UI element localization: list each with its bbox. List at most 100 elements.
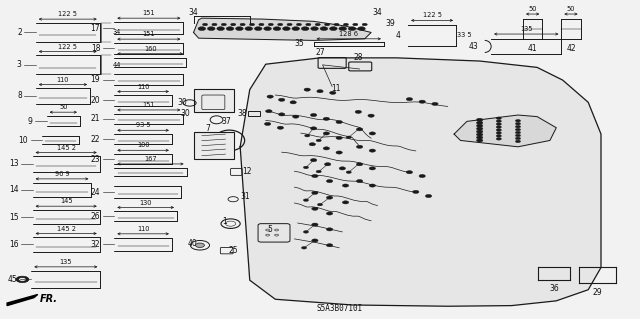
Text: 34: 34 [189, 8, 198, 17]
Circle shape [476, 124, 483, 127]
Circle shape [476, 121, 483, 124]
Text: 145 2: 145 2 [57, 145, 76, 151]
Text: 130: 130 [140, 200, 152, 205]
Text: 29: 29 [593, 288, 603, 297]
Text: B: B [198, 133, 205, 143]
Circle shape [290, 101, 296, 104]
Text: 25: 25 [228, 246, 238, 255]
Circle shape [336, 151, 342, 154]
Circle shape [198, 27, 205, 31]
Circle shape [344, 23, 348, 26]
Circle shape [320, 27, 328, 31]
Circle shape [324, 23, 330, 26]
Text: 110: 110 [137, 226, 149, 232]
Circle shape [312, 191, 318, 195]
Polygon shape [7, 294, 38, 306]
Text: 31: 31 [241, 192, 250, 202]
Circle shape [353, 23, 358, 26]
Text: 33: 33 [218, 137, 228, 146]
Circle shape [311, 27, 318, 31]
Circle shape [259, 23, 264, 26]
Text: 96 9: 96 9 [54, 171, 69, 177]
Bar [248, 111, 260, 116]
Circle shape [202, 23, 207, 26]
Text: 145: 145 [60, 198, 72, 204]
Circle shape [515, 137, 520, 140]
Circle shape [306, 23, 311, 26]
Polygon shape [454, 115, 556, 147]
Text: 28: 28 [353, 53, 363, 62]
Circle shape [336, 121, 342, 123]
Circle shape [496, 129, 501, 131]
Text: 9: 9 [28, 116, 33, 126]
Circle shape [310, 127, 317, 130]
Text: 18: 18 [91, 44, 100, 53]
Text: 21: 21 [91, 114, 100, 123]
Text: 15: 15 [9, 213, 19, 222]
Text: 8: 8 [17, 92, 22, 100]
Circle shape [323, 117, 330, 121]
Circle shape [330, 91, 336, 94]
Circle shape [515, 140, 520, 143]
Circle shape [309, 143, 316, 146]
Text: 5: 5 [268, 225, 273, 234]
Circle shape [317, 90, 323, 93]
Circle shape [476, 127, 483, 130]
Circle shape [496, 126, 501, 128]
Text: 167: 167 [144, 156, 157, 162]
Text: 20: 20 [91, 96, 100, 105]
Text: 36: 36 [550, 284, 559, 293]
Circle shape [515, 134, 520, 137]
Circle shape [330, 27, 337, 31]
Text: S5A3B0710I: S5A3B0710I [316, 304, 362, 313]
Circle shape [267, 95, 273, 98]
Circle shape [413, 190, 419, 194]
Circle shape [301, 247, 307, 249]
Text: 1: 1 [223, 217, 227, 226]
Circle shape [326, 228, 333, 231]
Text: 151: 151 [143, 102, 155, 108]
Circle shape [315, 23, 320, 26]
Circle shape [496, 120, 501, 122]
Circle shape [515, 131, 520, 134]
Circle shape [476, 118, 483, 122]
Circle shape [310, 159, 317, 162]
Circle shape [212, 23, 217, 26]
Text: 27: 27 [315, 48, 325, 57]
Circle shape [476, 139, 483, 142]
Circle shape [312, 174, 318, 178]
Circle shape [310, 114, 317, 117]
Text: 93 5: 93 5 [136, 122, 150, 128]
Circle shape [369, 149, 376, 152]
Circle shape [301, 27, 309, 31]
Circle shape [277, 126, 284, 129]
Circle shape [346, 171, 351, 174]
Circle shape [496, 135, 501, 137]
Text: 16: 16 [9, 240, 19, 249]
Text: 34: 34 [113, 29, 121, 35]
Text: 50: 50 [567, 6, 575, 12]
Circle shape [326, 196, 333, 199]
Circle shape [317, 203, 323, 206]
Circle shape [264, 122, 271, 125]
Circle shape [496, 137, 501, 140]
Text: 41: 41 [528, 44, 538, 53]
Circle shape [254, 27, 262, 31]
Text: 23: 23 [91, 155, 100, 164]
Circle shape [326, 180, 333, 183]
Text: 100: 100 [137, 142, 149, 148]
Circle shape [326, 244, 333, 247]
Circle shape [515, 125, 520, 128]
Circle shape [217, 27, 225, 31]
Text: 122 5: 122 5 [422, 12, 442, 19]
Text: 13: 13 [9, 160, 19, 168]
Text: 6: 6 [218, 92, 223, 100]
Text: 50: 50 [529, 6, 537, 12]
Text: 10: 10 [19, 136, 28, 145]
Text: 2: 2 [17, 28, 22, 37]
Text: 32: 32 [91, 240, 100, 249]
Circle shape [303, 231, 308, 233]
Circle shape [230, 23, 236, 26]
Circle shape [356, 163, 363, 166]
Text: 39: 39 [386, 19, 396, 28]
